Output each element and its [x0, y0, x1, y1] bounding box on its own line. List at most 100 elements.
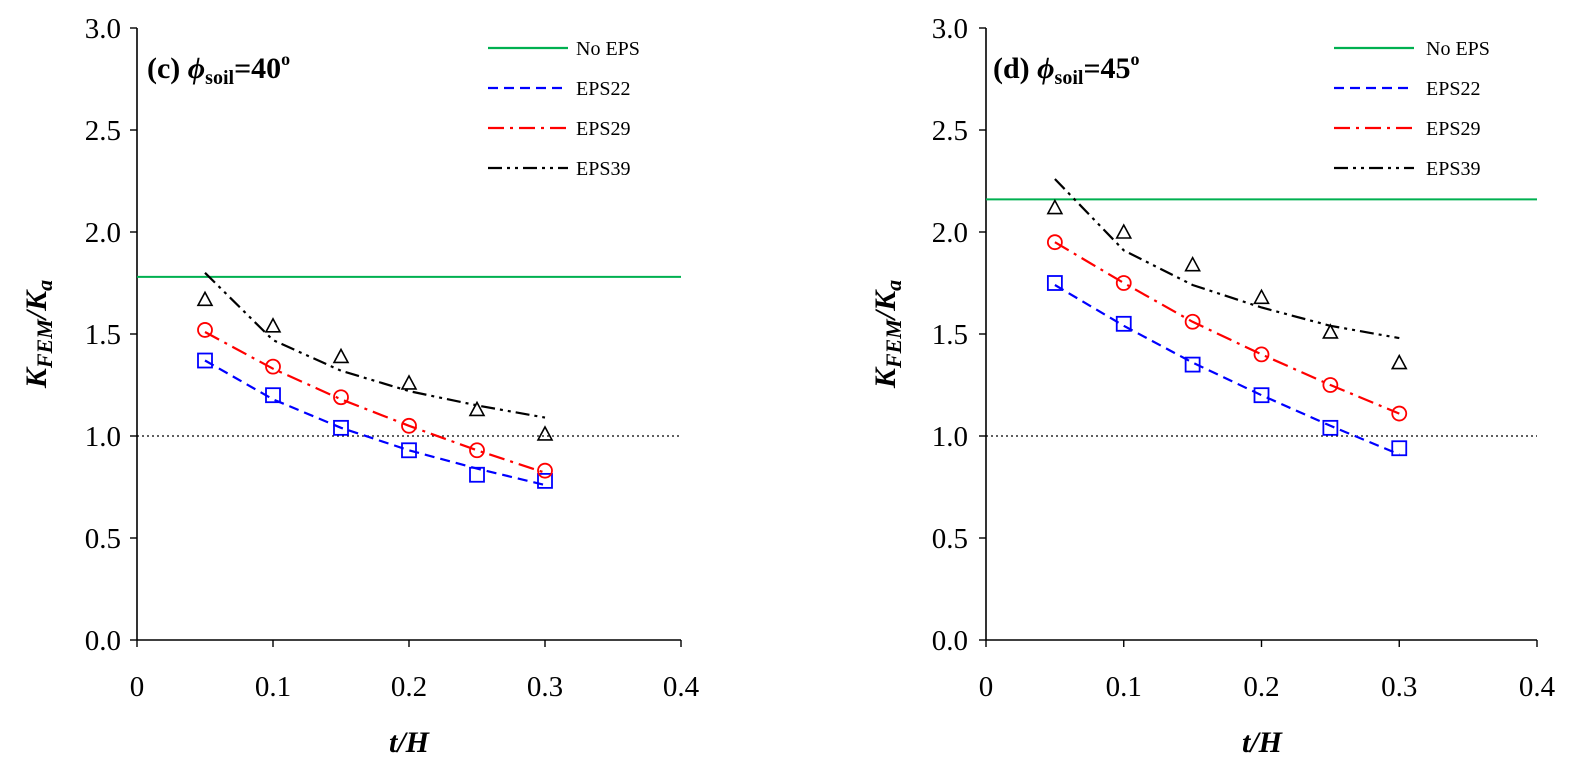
angle-value: =45	[1083, 52, 1130, 85]
y-tick-label: 3.0	[85, 13, 121, 45]
data-point-eps22	[265, 387, 281, 404]
y-axis-label-base: K	[869, 366, 902, 389]
data-point-eps39	[264, 317, 282, 333]
series-line-eps39	[1054, 178, 1400, 340]
data-point-eps39	[1322, 323, 1339, 339]
chart-panel-d: 0.0 0.5 1.0 1.5 2.0 2.5 3.0 0 0.1 0.2 0.3 0.4 t/H KFE…	[869, 13, 1556, 759]
data-point-eps39	[536, 425, 554, 441]
legend-label: No EPS	[1426, 38, 1490, 60]
series-line-eps29	[1054, 241, 1400, 415]
y-axis-label-subscript: FEM	[881, 318, 906, 369]
degree-superscript: o	[1131, 49, 1140, 69]
y-tick-label: 2.5	[932, 115, 968, 147]
x-tick-label: 0.4	[1519, 671, 1556, 703]
y-tick-label: 1.0	[85, 421, 121, 453]
legend-label: No EPS	[576, 38, 640, 60]
x-tick-label: 0	[979, 671, 994, 703]
y-axis-label-divider: /K	[20, 289, 53, 321]
data-point-eps29	[333, 389, 349, 406]
legend: No EPS EPS22 EPS29 EPS39	[1334, 38, 1490, 180]
data-point-eps39	[1184, 255, 1201, 272]
data-point-eps22	[1046, 275, 1063, 291]
y-axis-label-subscript: FEM	[32, 318, 57, 369]
y-tick-label: 1.5	[932, 319, 968, 351]
data-point-eps39	[1046, 198, 1064, 215]
angle-value: =40	[234, 52, 281, 85]
x-tick-label: 0.1	[1106, 671, 1142, 703]
x-tick-label: 0.1	[255, 671, 291, 703]
data-point-eps22	[1115, 315, 1132, 332]
y-tick-label: 0.5	[932, 523, 968, 555]
data-point-eps29	[1322, 377, 1339, 393]
data-point-eps29	[1253, 346, 1270, 363]
data-point-eps22	[401, 442, 417, 459]
x-tick-label: 0.2	[391, 671, 427, 703]
data-point-eps29	[1046, 234, 1063, 251]
y-tick-label: 0.0	[85, 625, 121, 657]
data-point-eps22	[1322, 419, 1339, 436]
data-point-eps22	[333, 419, 349, 436]
x-axis-label: t/H	[1242, 726, 1284, 759]
data-point-eps22	[1391, 440, 1408, 457]
series-line-eps22	[204, 359, 546, 487]
panel-label: (d)	[993, 52, 1037, 85]
legend-label: EPS39	[1426, 158, 1480, 180]
x-tick-label: 0.2	[1243, 671, 1279, 703]
phi-subscript: soil	[1055, 67, 1084, 89]
y-axis-label: KFEM/Ka	[20, 280, 57, 389]
x-tick-label: 0.4	[663, 671, 700, 703]
data-point-eps22	[469, 466, 485, 483]
panel-label: (c)	[147, 52, 188, 85]
data-point-eps22	[1253, 387, 1270, 404]
y-tick-label: 2.5	[85, 115, 121, 147]
y-axis-label-subscript-a: a	[881, 280, 906, 291]
chart-panel-c: 0.0 0.5 1.0 1.5 2.0 2.5 3.0 0 0.1 0.2 0.3 0.4 t/H KFE…	[20, 13, 700, 759]
x-axis-label: t/H	[389, 726, 431, 759]
data-point-eps39	[196, 290, 214, 307]
data-point-eps39	[332, 347, 350, 364]
legend-label: EPS29	[1426, 118, 1480, 140]
data-point-eps22	[1184, 356, 1201, 373]
phi-subscript: soil	[205, 67, 234, 89]
data-point-eps29	[197, 322, 213, 338]
y-axis-label-divider: /K	[869, 289, 902, 321]
panel-title: (c) ϕsoil=40o	[147, 49, 290, 89]
y-axis-label: KFEM/Ka	[869, 280, 906, 389]
data-point-eps29	[469, 442, 485, 459]
phi-symbol: ϕ	[1037, 52, 1054, 85]
y-tick-label: 1.5	[85, 319, 121, 351]
y-tick-label: 1.0	[932, 421, 968, 453]
panel-title: (d) ϕsoil=45o	[993, 49, 1140, 89]
x-tick-label: 0	[130, 671, 145, 703]
series-line-eps22	[1054, 284, 1400, 456]
y-axis-label-base: K	[20, 366, 53, 389]
legend-label: EPS22	[576, 78, 630, 100]
data-point-eps39	[1253, 288, 1270, 305]
data-point-eps29	[265, 358, 281, 375]
y-tick-label: 0.0	[932, 625, 968, 657]
data-point-eps29	[537, 462, 553, 479]
y-tick-label: 3.0	[932, 13, 968, 45]
data-point-eps29	[401, 417, 417, 434]
y-tick-label: 2.0	[932, 217, 968, 249]
data-point-eps29	[1184, 313, 1201, 330]
y-axis-label-subscript-a: a	[32, 280, 57, 291]
series-line-eps29	[204, 331, 546, 474]
series-line-eps39	[204, 272, 546, 419]
x-tick-label: 0.3	[527, 671, 563, 703]
data-point-eps39	[1115, 223, 1133, 239]
data-point-eps29	[1391, 405, 1408, 422]
y-tick-label: 0.5	[85, 523, 121, 555]
legend-label: EPS29	[576, 118, 630, 140]
data-point-eps39	[1390, 353, 1408, 370]
legend: No EPS EPS22 EPS29 EPS39	[488, 38, 640, 180]
data-point-eps39	[468, 400, 486, 417]
phi-symbol: ϕ	[188, 52, 205, 85]
y-tick-label: 2.0	[85, 217, 121, 249]
data-point-eps22	[197, 352, 213, 369]
data-point-eps22	[537, 472, 553, 489]
data-point-eps39	[400, 374, 418, 390]
degree-superscript: o	[281, 49, 290, 69]
legend-label: EPS22	[1426, 78, 1480, 100]
